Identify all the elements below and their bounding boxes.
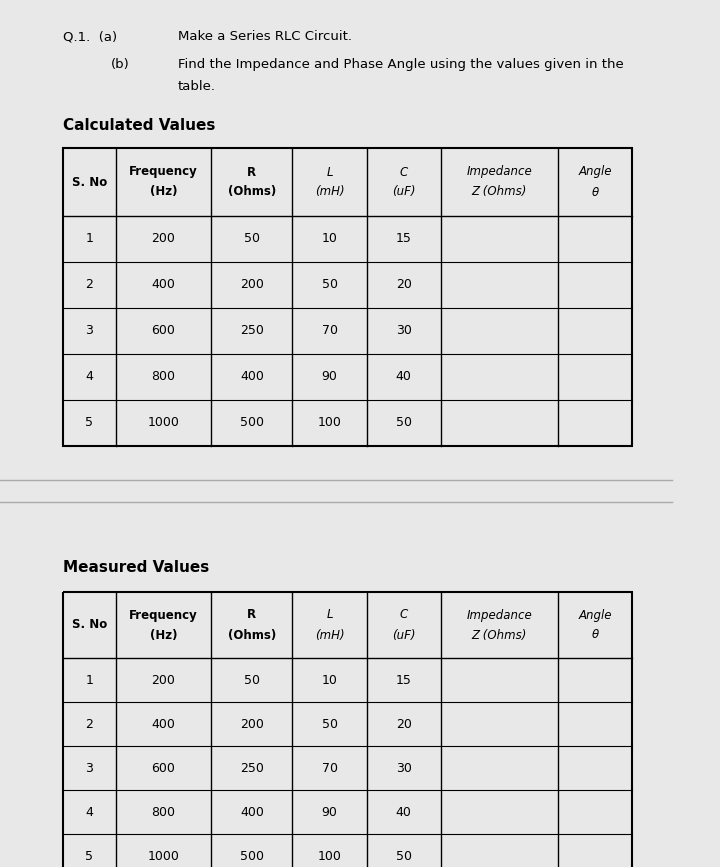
Text: 500: 500 — [240, 850, 264, 863]
Text: 100: 100 — [318, 416, 341, 429]
Text: R: R — [247, 166, 256, 179]
Text: S. No: S. No — [71, 175, 107, 188]
Text: 400: 400 — [240, 370, 264, 383]
Text: L: L — [326, 609, 333, 622]
Text: 400: 400 — [151, 718, 175, 731]
Text: 30: 30 — [396, 761, 412, 774]
Text: 5: 5 — [85, 416, 94, 429]
Text: 20: 20 — [396, 718, 412, 731]
Text: Frequency: Frequency — [129, 609, 198, 622]
Text: 400: 400 — [240, 805, 264, 818]
Text: 40: 40 — [396, 805, 412, 818]
Text: Impedance: Impedance — [467, 609, 532, 622]
Text: 1: 1 — [85, 674, 93, 687]
Text: Angle: Angle — [578, 609, 612, 622]
Text: 70: 70 — [322, 761, 338, 774]
Text: 500: 500 — [240, 416, 264, 429]
Text: Q.1.  (a): Q.1. (a) — [63, 30, 117, 43]
Text: 4: 4 — [85, 805, 93, 818]
Text: 1000: 1000 — [148, 416, 179, 429]
Text: 1: 1 — [85, 232, 93, 245]
Text: 20: 20 — [396, 278, 412, 291]
Text: Calculated Values: Calculated Values — [63, 118, 215, 133]
Text: Measured Values: Measured Values — [63, 560, 210, 575]
Text: 50: 50 — [395, 416, 412, 429]
Text: 10: 10 — [322, 674, 338, 687]
Text: 90: 90 — [322, 370, 338, 383]
Text: 250: 250 — [240, 761, 264, 774]
Text: C: C — [400, 609, 408, 622]
Text: (Ohms): (Ohms) — [228, 629, 276, 642]
Bar — [63, 592, 632, 867]
Text: 5: 5 — [85, 850, 94, 863]
Text: 50: 50 — [322, 278, 338, 291]
Text: Angle: Angle — [578, 166, 612, 179]
Text: (b): (b) — [111, 58, 130, 71]
Text: Find the Impedance and Phase Angle using the values given in the: Find the Impedance and Phase Angle using… — [178, 58, 624, 71]
Text: 50: 50 — [244, 232, 260, 245]
Bar — [63, 148, 632, 446]
Text: L: L — [326, 166, 333, 179]
Text: 10: 10 — [322, 232, 338, 245]
Text: 200: 200 — [240, 278, 264, 291]
Text: 800: 800 — [151, 370, 176, 383]
Text: 400: 400 — [151, 278, 175, 291]
Text: 15: 15 — [396, 232, 412, 245]
Text: (Hz): (Hz) — [150, 629, 177, 642]
Text: Impedance: Impedance — [467, 166, 532, 179]
Text: 40: 40 — [396, 370, 412, 383]
Bar — [0, 480, 672, 502]
Text: (mH): (mH) — [315, 186, 344, 199]
Text: 250: 250 — [240, 324, 264, 337]
Text: 3: 3 — [85, 761, 93, 774]
Text: 15: 15 — [396, 674, 412, 687]
Text: R: R — [247, 609, 256, 622]
Text: (uF): (uF) — [392, 186, 415, 199]
Text: 50: 50 — [395, 850, 412, 863]
Text: S. No: S. No — [71, 618, 107, 631]
Text: 600: 600 — [151, 761, 175, 774]
Text: 3: 3 — [85, 324, 93, 337]
Text: (Hz): (Hz) — [150, 186, 177, 199]
Text: (Ohms): (Ohms) — [228, 186, 276, 199]
Text: Make a Series RLC Circuit.: Make a Series RLC Circuit. — [178, 30, 352, 43]
Text: 200: 200 — [151, 674, 175, 687]
Text: 800: 800 — [151, 805, 176, 818]
Text: 50: 50 — [244, 674, 260, 687]
Text: 200: 200 — [240, 718, 264, 731]
Text: θ: θ — [591, 629, 598, 642]
Text: 50: 50 — [322, 718, 338, 731]
Text: θ: θ — [591, 186, 598, 199]
Text: C: C — [400, 166, 408, 179]
Text: table.: table. — [178, 80, 216, 93]
Text: 90: 90 — [322, 805, 338, 818]
Text: (mH): (mH) — [315, 629, 344, 642]
Text: 30: 30 — [396, 324, 412, 337]
Text: 100: 100 — [318, 850, 341, 863]
Text: (uF): (uF) — [392, 629, 415, 642]
Text: 1000: 1000 — [148, 850, 179, 863]
Text: 200: 200 — [151, 232, 175, 245]
Text: 600: 600 — [151, 324, 175, 337]
Text: 70: 70 — [322, 324, 338, 337]
Text: 2: 2 — [85, 718, 93, 731]
Text: 4: 4 — [85, 370, 93, 383]
Text: 2: 2 — [85, 278, 93, 291]
Text: Frequency: Frequency — [129, 166, 198, 179]
Text: Z (Ohms): Z (Ohms) — [472, 629, 527, 642]
Text: Z (Ohms): Z (Ohms) — [472, 186, 527, 199]
